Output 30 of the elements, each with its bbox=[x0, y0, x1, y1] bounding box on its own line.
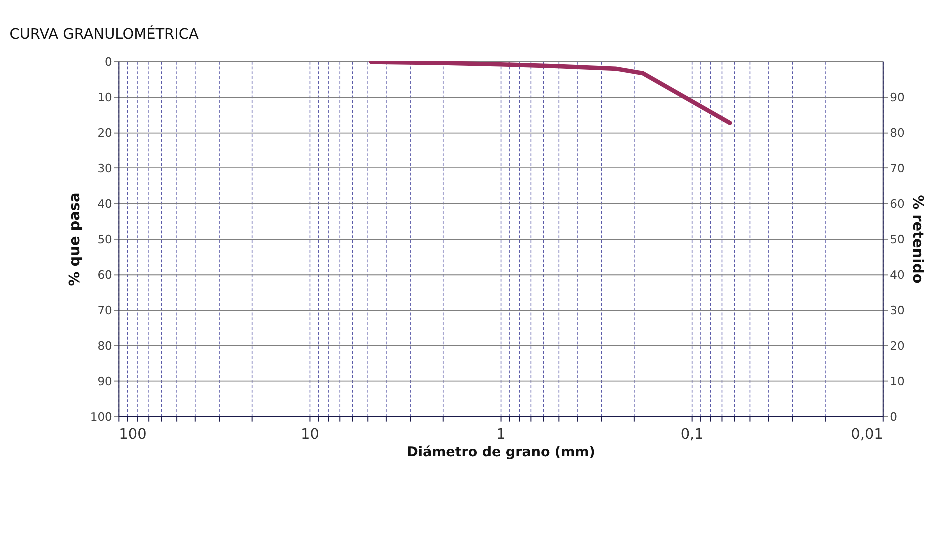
y-axis-title: % que pasa bbox=[68, 192, 84, 286]
y2-tick-label: 70 bbox=[890, 161, 905, 176]
y-tick-label: 40 bbox=[98, 196, 112, 211]
y-tick-label: 70 bbox=[98, 303, 112, 318]
y-tick-label: 90 bbox=[98, 374, 112, 388]
x-tick-label: 100 bbox=[119, 427, 147, 444]
y2-tick-label: 30 bbox=[890, 303, 905, 318]
x-axis-title: Diámetro de grano (mm) bbox=[407, 444, 596, 461]
y-tick-label: 50 bbox=[98, 232, 112, 246]
y2-tick-label: 90 bbox=[890, 90, 905, 104]
y-tick-label: 20 bbox=[98, 126, 112, 140]
y-tick-label: 10 bbox=[98, 90, 112, 104]
y2-tick-label: 20 bbox=[890, 338, 905, 353]
x-tick-label: 10 bbox=[301, 427, 320, 444]
y2-tick-label: 0 bbox=[890, 410, 898, 424]
x-tick-label: 0,1 bbox=[680, 427, 704, 444]
y-tick-label: 30 bbox=[98, 161, 112, 176]
y-tick-label: 0 bbox=[105, 54, 112, 69]
y-tick-label: 60 bbox=[98, 268, 112, 282]
y2-tick-label: 80 bbox=[890, 126, 905, 140]
y2-tick-label: 50 bbox=[890, 232, 905, 246]
y2-tick-label: 10 bbox=[890, 374, 905, 388]
y-tick-label: 100 bbox=[90, 410, 112, 424]
y2-axis-title: % retenido bbox=[910, 195, 926, 284]
y-tick-label: 80 bbox=[98, 338, 112, 353]
y2-tick-label: 40 bbox=[890, 268, 905, 282]
y2-tick-label: 60 bbox=[890, 196, 905, 211]
chart-title: CURVA GRANULOMÉTRICA bbox=[10, 25, 199, 44]
x-tick-label: 0,01 bbox=[851, 427, 884, 444]
x-tick-label: 1 bbox=[496, 427, 506, 444]
